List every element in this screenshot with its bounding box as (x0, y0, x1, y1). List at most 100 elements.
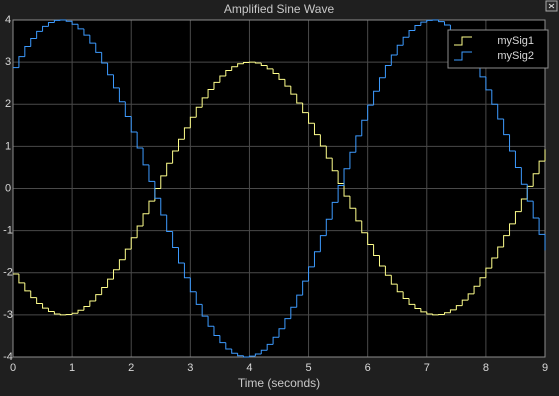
line-step (112, 269, 120, 280)
line-step (266, 343, 274, 351)
line-step (503, 118, 510, 136)
legend-swatch (454, 36, 472, 46)
line-step (24, 282, 31, 292)
line-step (343, 168, 350, 186)
line-step (479, 277, 486, 287)
y-tick-label: 4 (5, 14, 11, 26)
line-step (95, 43, 102, 53)
x-tick-label: 6 (365, 362, 371, 374)
line-step (237, 353, 244, 357)
line-step (432, 314, 439, 316)
line-step (538, 160, 545, 174)
line-step (408, 30, 415, 38)
line-step (296, 294, 303, 308)
line-step (101, 52, 108, 64)
chart-title: Amplified Sine Wave (224, 2, 335, 16)
line-step (343, 183, 350, 197)
line-step (444, 312, 451, 315)
line-step (461, 299, 469, 306)
x-tick-label: 3 (187, 362, 193, 374)
line-step (361, 119, 368, 136)
line-step (18, 274, 25, 284)
y-tick-label: -4 (3, 351, 13, 363)
dock-button[interactable] (545, 0, 558, 12)
line-step (373, 90, 380, 106)
line-step (83, 28, 90, 36)
line-step (77, 24, 84, 30)
x-tick-label: 8 (483, 362, 489, 374)
line-step (18, 56, 25, 68)
line-step (296, 94, 303, 104)
line-step (319, 134, 327, 147)
line-step (101, 286, 108, 295)
line-step (308, 266, 315, 282)
line-step (414, 304, 421, 310)
line-step (189, 277, 197, 293)
x-tick-label: 0 (10, 362, 16, 374)
line-step (426, 311, 433, 315)
line-step (112, 74, 120, 89)
line-step (378, 77, 386, 92)
line-step (526, 184, 534, 202)
line-step (243, 62, 250, 64)
line-step (438, 20, 445, 23)
line-step (408, 298, 415, 305)
line-step (71, 21, 79, 25)
line-step (201, 304, 209, 317)
line-step (189, 116, 197, 128)
line-step (237, 63, 244, 67)
line-step (213, 81, 220, 90)
line-step (136, 225, 144, 238)
line-step (95, 294, 102, 301)
legend-box (447, 29, 549, 69)
line-step (520, 198, 528, 212)
y-tick-label: 3 (5, 56, 11, 68)
line-step (284, 79, 291, 87)
line-step (160, 198, 167, 216)
line-step (278, 73, 285, 80)
line-step (420, 21, 427, 26)
line-step (77, 309, 84, 314)
line-step (538, 217, 545, 235)
line-step (485, 76, 492, 91)
line-step (473, 285, 480, 294)
line-step (361, 220, 368, 234)
line-step (514, 211, 522, 224)
line-step (396, 284, 404, 293)
line-step (514, 151, 522, 168)
line-step (444, 21, 451, 26)
line-step (71, 312, 79, 315)
line-step (260, 349, 268, 355)
line-step (384, 64, 392, 78)
y-tick-label: 2 (5, 98, 11, 110)
line-step (509, 223, 516, 236)
line-step (503, 235, 510, 248)
line-step (154, 181, 161, 199)
x-tick-label: 7 (424, 362, 430, 374)
line-step (331, 158, 339, 172)
line-step (313, 251, 321, 267)
line-step (384, 266, 392, 276)
line-step (89, 35, 96, 44)
line-step (53, 311, 61, 315)
x-tick-label: 5 (305, 362, 311, 374)
line-step (124, 248, 132, 260)
line-step (160, 175, 167, 189)
line-step (390, 275, 398, 285)
legend-swatch (454, 51, 472, 61)
line-step (53, 19, 61, 23)
x-axis-label: Time (seconds) (238, 376, 320, 390)
y-tick-label: 0 (5, 182, 11, 194)
line-step (467, 293, 475, 301)
line-step (290, 86, 297, 95)
axes-frame (12, 19, 546, 358)
line-step (47, 308, 55, 313)
line-step (59, 314, 67, 316)
line-step (325, 218, 333, 236)
line-step (414, 24, 421, 31)
line-step (30, 38, 37, 47)
line-step (183, 127, 191, 140)
y-tick-label: 1 (5, 140, 11, 152)
